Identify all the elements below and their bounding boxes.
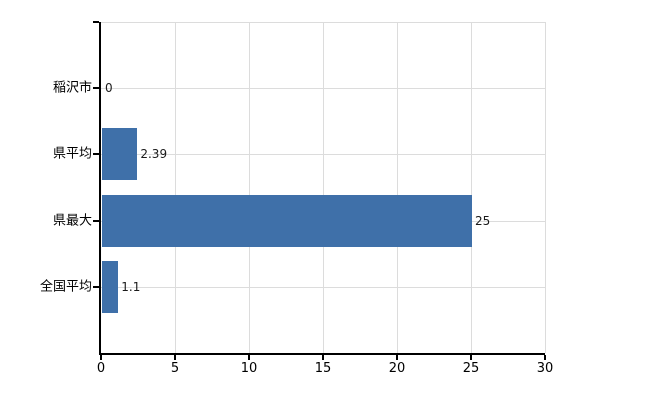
x-axis-line [99, 353, 545, 355]
x-gridline [175, 22, 176, 353]
value-label: 2.39 [140, 147, 168, 161]
y-gridline [101, 154, 545, 155]
category-label: 県平均 [52, 146, 92, 162]
y-gridline [101, 287, 545, 288]
x-tick-label: 5 [170, 361, 180, 376]
y-axis-tick [93, 153, 99, 155]
x-tick-label: 10 [240, 361, 258, 376]
category-label: 稲沢市 [52, 80, 92, 96]
x-gridline [545, 22, 546, 353]
y-axis-tick [93, 286, 99, 288]
x-tick-label: 20 [388, 361, 406, 376]
x-gridline [323, 22, 324, 353]
x-axis-tick [174, 355, 176, 360]
y-axis-tick [93, 87, 99, 89]
value-label: 0 [105, 81, 113, 95]
x-tick-label: 15 [314, 361, 332, 376]
bar [102, 195, 472, 247]
x-gridline [397, 22, 398, 353]
y-axis-tick [93, 220, 99, 222]
x-axis-tick [470, 355, 472, 360]
x-axis-tick [396, 355, 398, 360]
bar [102, 261, 118, 313]
y-gridline [101, 88, 545, 89]
category-label: 県最大 [52, 213, 92, 229]
x-tick-label: 0 [96, 361, 106, 376]
y-axis-line [99, 22, 101, 353]
y-axis-tick [93, 21, 99, 23]
x-gridline [249, 22, 250, 353]
bar [102, 128, 137, 180]
x-axis-tick [248, 355, 250, 360]
category-label: 全国平均 [39, 279, 92, 295]
x-axis-tick [100, 355, 102, 360]
x-tick-label: 25 [462, 361, 480, 376]
x-axis-tick [322, 355, 324, 360]
x-axis-tick [544, 355, 546, 360]
x-gridline [471, 22, 472, 353]
value-label: 1.1 [121, 280, 141, 294]
value-label: 25 [475, 214, 491, 228]
x-tick-label: 30 [536, 361, 554, 376]
